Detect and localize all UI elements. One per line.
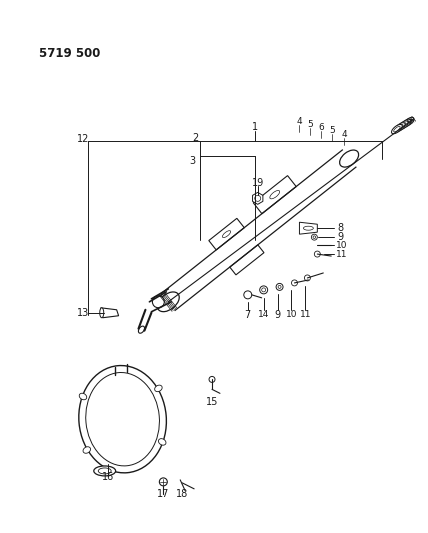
Text: 10: 10 bbox=[286, 310, 297, 319]
Ellipse shape bbox=[399, 123, 406, 128]
Text: 12: 12 bbox=[77, 134, 89, 144]
Circle shape bbox=[278, 285, 281, 288]
Ellipse shape bbox=[397, 121, 408, 130]
Ellipse shape bbox=[303, 226, 313, 230]
Circle shape bbox=[255, 196, 261, 201]
Text: 14: 14 bbox=[258, 310, 269, 319]
Text: 16: 16 bbox=[101, 472, 114, 482]
Text: 10: 10 bbox=[336, 240, 348, 249]
Text: 2: 2 bbox=[192, 133, 198, 143]
Ellipse shape bbox=[158, 439, 166, 445]
Text: 11: 11 bbox=[300, 310, 311, 319]
Text: 5: 5 bbox=[330, 126, 335, 135]
Text: 17: 17 bbox=[157, 489, 169, 499]
Text: 1: 1 bbox=[252, 122, 258, 132]
Polygon shape bbox=[230, 245, 264, 275]
Ellipse shape bbox=[402, 121, 409, 126]
Ellipse shape bbox=[94, 466, 116, 476]
Circle shape bbox=[244, 291, 252, 299]
Ellipse shape bbox=[79, 366, 166, 473]
Ellipse shape bbox=[400, 119, 411, 128]
Text: 5: 5 bbox=[307, 120, 313, 129]
Circle shape bbox=[262, 288, 266, 292]
Text: 15: 15 bbox=[206, 397, 218, 407]
Ellipse shape bbox=[405, 119, 412, 125]
Circle shape bbox=[159, 478, 167, 486]
Text: 4: 4 bbox=[297, 117, 302, 126]
Ellipse shape bbox=[98, 468, 111, 474]
Ellipse shape bbox=[223, 231, 231, 238]
Ellipse shape bbox=[340, 150, 359, 167]
Circle shape bbox=[152, 296, 164, 308]
Text: 4: 4 bbox=[342, 130, 347, 139]
Circle shape bbox=[313, 236, 315, 238]
Polygon shape bbox=[209, 219, 244, 250]
Ellipse shape bbox=[86, 373, 160, 466]
Text: 6: 6 bbox=[318, 123, 324, 132]
Polygon shape bbox=[253, 192, 263, 204]
Text: 9: 9 bbox=[274, 310, 281, 320]
Ellipse shape bbox=[83, 447, 91, 453]
Ellipse shape bbox=[392, 125, 402, 134]
Ellipse shape bbox=[138, 326, 145, 333]
Ellipse shape bbox=[394, 126, 400, 132]
Circle shape bbox=[291, 280, 297, 286]
Polygon shape bbox=[101, 308, 119, 318]
Circle shape bbox=[209, 376, 215, 382]
Circle shape bbox=[314, 251, 320, 257]
Text: 8: 8 bbox=[337, 223, 343, 233]
Ellipse shape bbox=[158, 292, 179, 312]
Polygon shape bbox=[300, 222, 317, 234]
Circle shape bbox=[276, 284, 283, 290]
Text: 3: 3 bbox=[189, 156, 195, 166]
Ellipse shape bbox=[159, 293, 178, 310]
Ellipse shape bbox=[395, 123, 405, 132]
Text: 13: 13 bbox=[77, 308, 89, 318]
Ellipse shape bbox=[270, 190, 279, 199]
Circle shape bbox=[311, 234, 317, 240]
Ellipse shape bbox=[397, 125, 403, 130]
Ellipse shape bbox=[100, 308, 104, 318]
Ellipse shape bbox=[79, 393, 87, 400]
Text: 5719 500: 5719 500 bbox=[39, 46, 101, 60]
Text: 11: 11 bbox=[336, 249, 348, 259]
Text: 7: 7 bbox=[245, 310, 251, 320]
Circle shape bbox=[304, 275, 310, 281]
Ellipse shape bbox=[403, 117, 414, 127]
Text: 19: 19 bbox=[252, 179, 264, 189]
Text: 9: 9 bbox=[337, 232, 343, 242]
Polygon shape bbox=[253, 175, 296, 214]
Circle shape bbox=[260, 286, 268, 294]
Text: 18: 18 bbox=[176, 489, 188, 499]
Ellipse shape bbox=[155, 385, 162, 392]
